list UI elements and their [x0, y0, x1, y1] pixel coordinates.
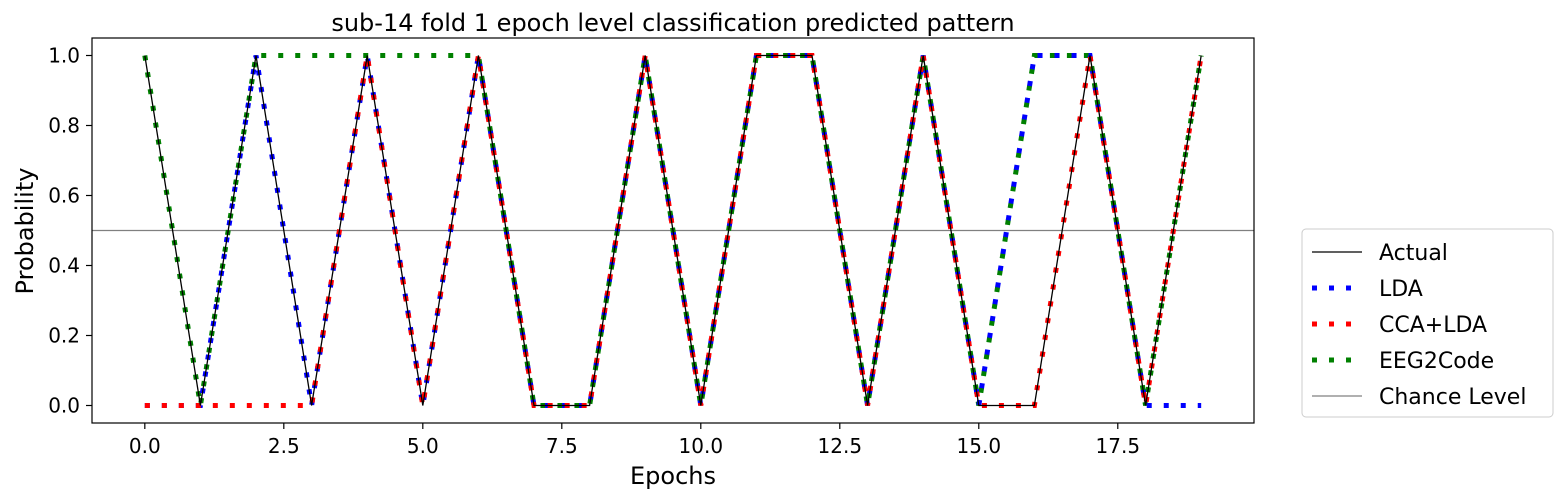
y-tick-label: 0.6 — [48, 184, 80, 208]
y-axis: 0.0 0.2 0.4 0.6 0.8 1.0 — [48, 44, 92, 418]
series-layer — [142, 53, 1204, 408]
y-tick-label: 0.0 — [48, 394, 80, 418]
y-axis-label: Probability — [11, 168, 39, 295]
series-actual — [144, 54, 1202, 407]
x-axis: 0.0 2.5 5.0 7.5 10.0 12.5 15.0 17.5 — [129, 423, 1140, 458]
legend-label: LDA — [1379, 277, 1423, 302]
legend-label: Actual — [1379, 241, 1448, 266]
legend-label: CCA+LDA — [1379, 313, 1487, 338]
legend-frame — [1301, 228, 1554, 418]
x-tick-label: 10.0 — [679, 434, 724, 458]
x-tick-label: 2.5 — [268, 434, 300, 458]
y-tick-label: 0.2 — [48, 324, 80, 348]
x-axis-label: Epochs — [630, 462, 716, 490]
chart-title: sub-14 fold 1 epoch level classification… — [331, 9, 1014, 37]
x-tick-label: 7.5 — [546, 434, 578, 458]
legend-label: Chance Level — [1379, 385, 1526, 410]
x-tick-label: 15.0 — [957, 434, 1002, 458]
y-tick-label: 1.0 — [48, 44, 80, 68]
x-tick-label: 5.0 — [407, 434, 439, 458]
plot-frame — [91, 37, 1255, 424]
x-tick-label: 0.0 — [129, 434, 161, 458]
legend: Actual LDA CCA+LDA EEG2Code Chance Level — [1301, 228, 1554, 418]
y-tick-label: 0.8 — [48, 114, 80, 138]
x-tick-label: 17.5 — [1096, 434, 1141, 458]
legend-label: EEG2Code — [1379, 349, 1494, 374]
x-tick-label: 12.5 — [818, 434, 863, 458]
y-tick-label: 0.4 — [48, 254, 80, 278]
